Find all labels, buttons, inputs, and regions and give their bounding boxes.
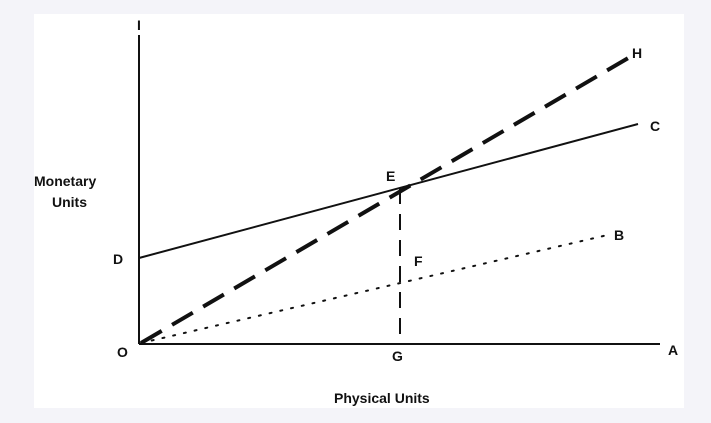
- label-e: E: [386, 168, 395, 184]
- label-origin: O: [117, 344, 128, 360]
- label-b: B: [614, 227, 624, 243]
- line-o-h: [139, 55, 632, 345]
- line-d-c: [138, 123, 639, 259]
- x-axis-title: Physical Units: [334, 390, 430, 406]
- label-c: C: [650, 118, 660, 134]
- label-h: H: [632, 45, 642, 61]
- label-f: F: [414, 253, 423, 269]
- label-top-axis-mark: I: [137, 17, 141, 33]
- y-axis-title-line2: Units: [52, 194, 87, 210]
- label-a: A: [668, 342, 678, 358]
- label-d: D: [113, 251, 123, 267]
- line-o-b: [140, 233, 613, 344]
- y-axis-title-line1: Monetary: [34, 173, 96, 189]
- label-g: G: [392, 348, 403, 364]
